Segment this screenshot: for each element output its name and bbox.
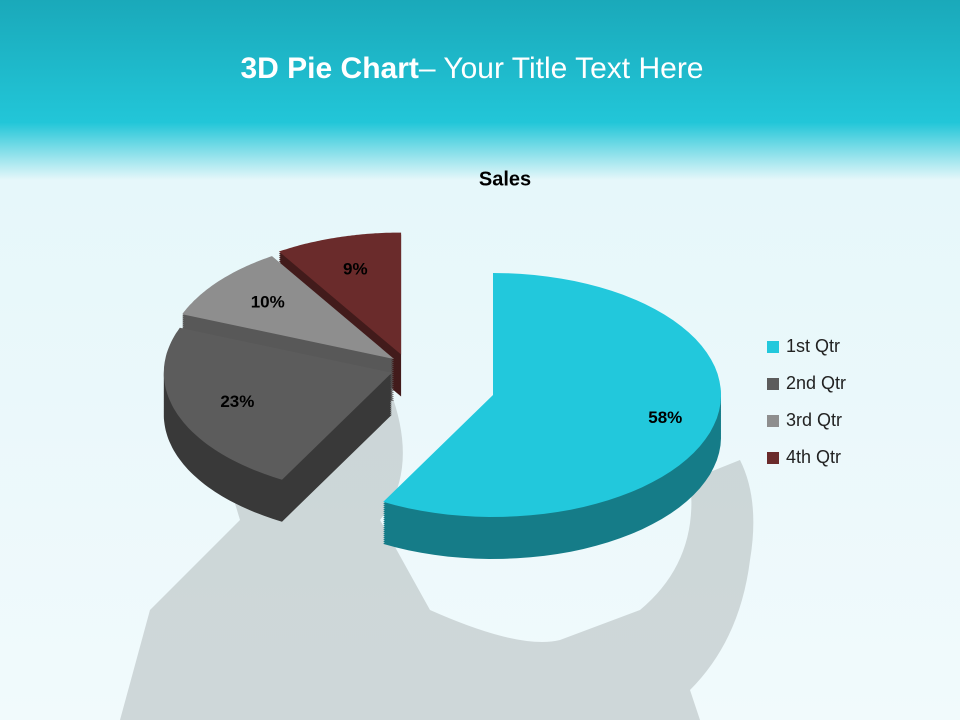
legend-label: 4th Qtr [786, 447, 841, 467]
slide-title-rest: – Your Title Text Here [419, 52, 704, 85]
data-label: 9% [343, 260, 368, 279]
legend-swatch [767, 378, 779, 390]
data-label: 58% [648, 408, 682, 427]
slice [163, 327, 392, 480]
legend-label: 1st Qtr [786, 336, 840, 356]
legend-label: 3rd Qtr [786, 410, 842, 430]
legend-swatch [767, 452, 779, 464]
legend-label: 2nd Qtr [786, 373, 846, 393]
slice [182, 256, 395, 360]
slice [278, 232, 402, 355]
legend-swatch [767, 341, 779, 353]
data-label: 10% [251, 293, 285, 312]
slide-title: 3D Pie Chart– Your Title Text Here [240, 52, 703, 85]
data-label: 23% [220, 392, 254, 411]
slice [383, 273, 721, 517]
slide-title-bold: 3D Pie Chart [240, 52, 418, 85]
legend-swatch [767, 415, 779, 427]
chart-title: Sales [479, 168, 531, 190]
